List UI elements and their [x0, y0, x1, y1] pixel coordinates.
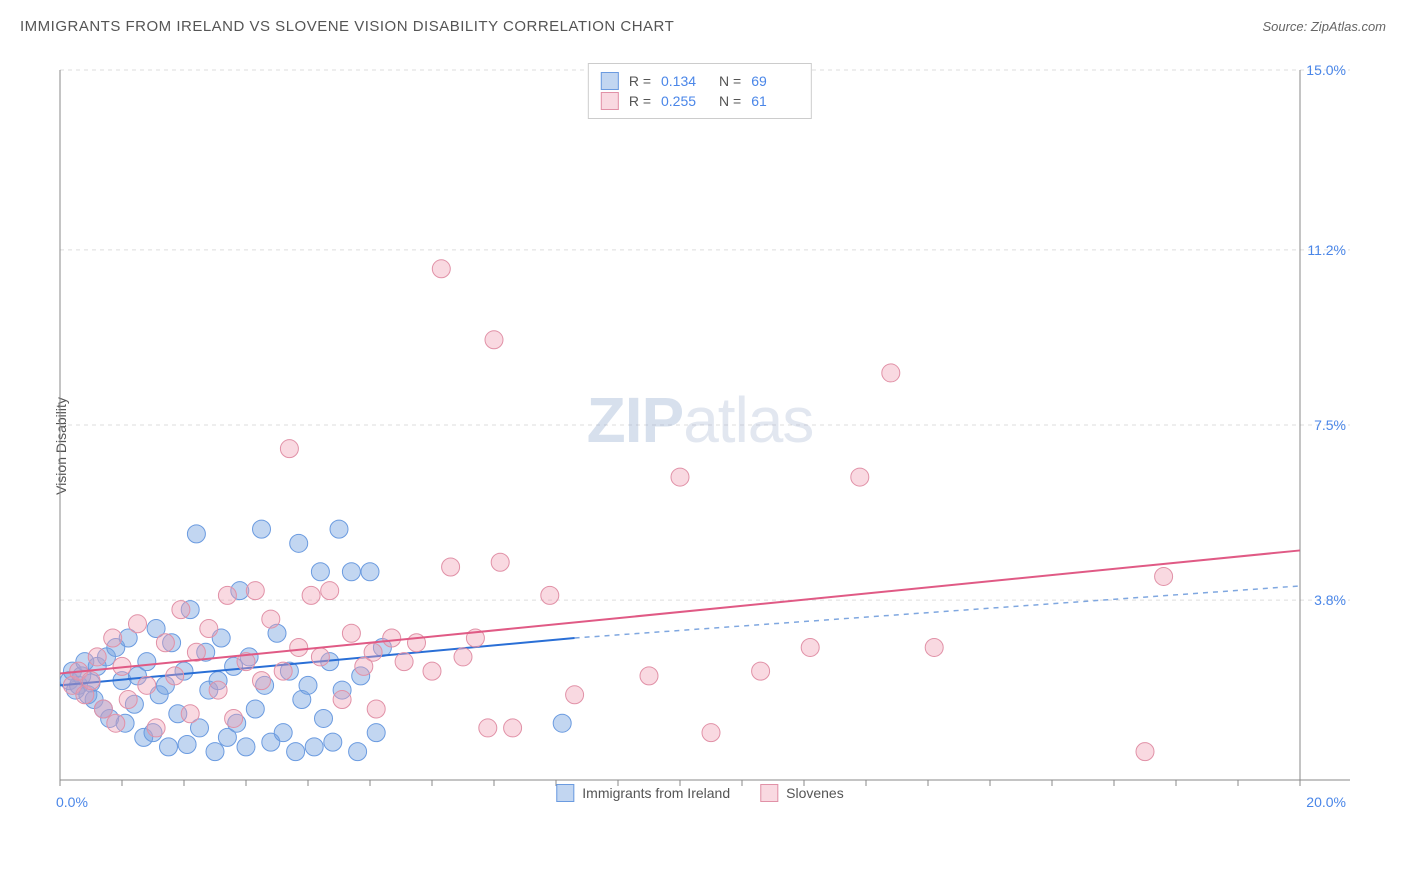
chart-title: IMMIGRANTS FROM IRELAND VS SLOVENE VISIO… — [20, 18, 674, 35]
legend-r-label: R = — [629, 73, 651, 89]
legend-swatch — [601, 72, 619, 90]
correlation-legend-row: R = 0.134 N = 69 — [601, 72, 799, 90]
legend-n-value: 69 — [751, 73, 799, 89]
chart-area: ZIPatlas R =0.134N =69R =0.255N =61 3.8%… — [50, 60, 1350, 810]
series-legend-item: Immigrants from Ireland — [556, 784, 730, 802]
legend-r-label: R = — [629, 93, 651, 109]
x-tick-label: 20.0% — [1306, 794, 1346, 810]
y-tick-label: 7.5% — [1314, 417, 1346, 433]
series-legend-label: Immigrants from Ireland — [582, 785, 730, 801]
y-tick-label: 15.0% — [1306, 62, 1346, 78]
legend-n-label: N = — [719, 73, 741, 89]
series-legend: Immigrants from Ireland Slovenes — [556, 784, 843, 802]
chart-source: Source: ZipAtlas.com — [1262, 19, 1386, 34]
legend-n-value: 61 — [751, 93, 799, 109]
legend-swatch — [556, 784, 574, 802]
legend-r-value: 0.255 — [661, 93, 709, 109]
correlation-legend-row: R = 0.255 N = 61 — [601, 92, 799, 110]
title-bar: IMMIGRANTS FROM IRELAND VS SLOVENE VISIO… — [20, 18, 1386, 35]
legend-swatch — [760, 784, 778, 802]
y-tick-label: 11.2% — [1307, 242, 1346, 258]
scatter-plot — [50, 60, 1350, 810]
y-tick-label: 3.8% — [1314, 592, 1346, 608]
legend-n-label: N = — [719, 93, 741, 109]
legend-r-value: 0.134 — [661, 73, 709, 89]
legend-swatch — [601, 92, 619, 110]
x-tick-label: 0.0% — [56, 794, 88, 810]
series-legend-item: Slovenes — [760, 784, 844, 802]
correlation-legend: R = 0.134 N = 69 R = 0.255 N = 61 — [588, 63, 812, 119]
series-legend-label: Slovenes — [786, 785, 844, 801]
